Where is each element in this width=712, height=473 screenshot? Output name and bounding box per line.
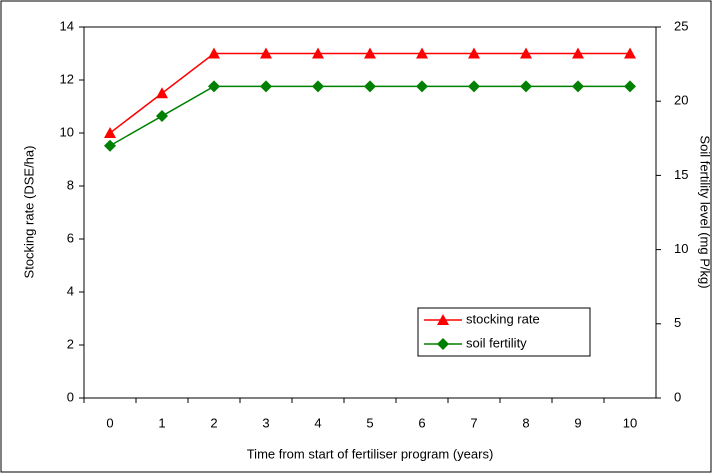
marker <box>572 47 584 59</box>
x-tick-label: 5 <box>366 415 373 430</box>
marker <box>312 47 324 59</box>
y2-tick-label: 15 <box>674 167 688 182</box>
y-tick-label: 4 <box>67 283 74 298</box>
marker <box>468 47 480 59</box>
legend-label: soil fertility <box>466 335 527 350</box>
x-tick-label: 10 <box>623 415 637 430</box>
y2-tick-label: 25 <box>674 18 688 33</box>
marker <box>520 47 532 59</box>
x-axis-label: Time from start of fertiliser program (y… <box>247 446 494 461</box>
marker <box>208 47 220 59</box>
marker <box>156 110 168 123</box>
x-tick-label: 8 <box>522 415 529 430</box>
y2-axis-label: Soil fertility level (mg P/kg) <box>698 135 712 288</box>
x-tick-label: 7 <box>470 415 477 430</box>
y2-tick-label: 20 <box>674 93 688 108</box>
marker <box>416 47 428 59</box>
marker <box>156 87 168 99</box>
marker <box>437 338 449 350</box>
marker <box>260 47 272 59</box>
y2-tick-label: 0 <box>674 389 681 404</box>
y2-tick-label: 10 <box>674 241 688 256</box>
marker <box>624 80 636 93</box>
x-tick-label: 4 <box>314 415 321 430</box>
marker <box>312 80 324 93</box>
y-tick-label: 2 <box>67 336 74 351</box>
marker <box>104 127 116 138</box>
y-tick-label: 10 <box>60 124 74 139</box>
marker <box>437 314 449 325</box>
x-tick-label: 2 <box>210 415 217 430</box>
y-tick-label: 8 <box>67 177 74 192</box>
marker <box>572 80 584 93</box>
marker <box>104 139 116 152</box>
marker <box>364 80 376 93</box>
marker <box>520 80 532 93</box>
legend-box <box>417 307 591 357</box>
x-tick-label: 1 <box>158 415 165 430</box>
x-tick-label: 0 <box>106 415 113 430</box>
marker <box>260 80 272 93</box>
marker <box>624 47 636 59</box>
y2-tick-label: 5 <box>674 315 681 330</box>
x-tick-label: 3 <box>262 415 269 430</box>
marker <box>468 80 480 93</box>
y-tick-label: 14 <box>60 18 74 33</box>
marker <box>208 80 220 93</box>
y-tick-label: 12 <box>60 71 74 86</box>
y-tick-label: 0 <box>67 389 74 404</box>
marker <box>364 47 376 59</box>
x-tick-label: 9 <box>574 415 581 430</box>
y-axis-label: Stocking rate (DSE/ha) <box>21 146 36 279</box>
marker <box>416 80 428 93</box>
x-tick-label: 6 <box>418 415 425 430</box>
legend-label: stocking rate <box>466 311 540 326</box>
y-tick-label: 6 <box>67 230 74 245</box>
